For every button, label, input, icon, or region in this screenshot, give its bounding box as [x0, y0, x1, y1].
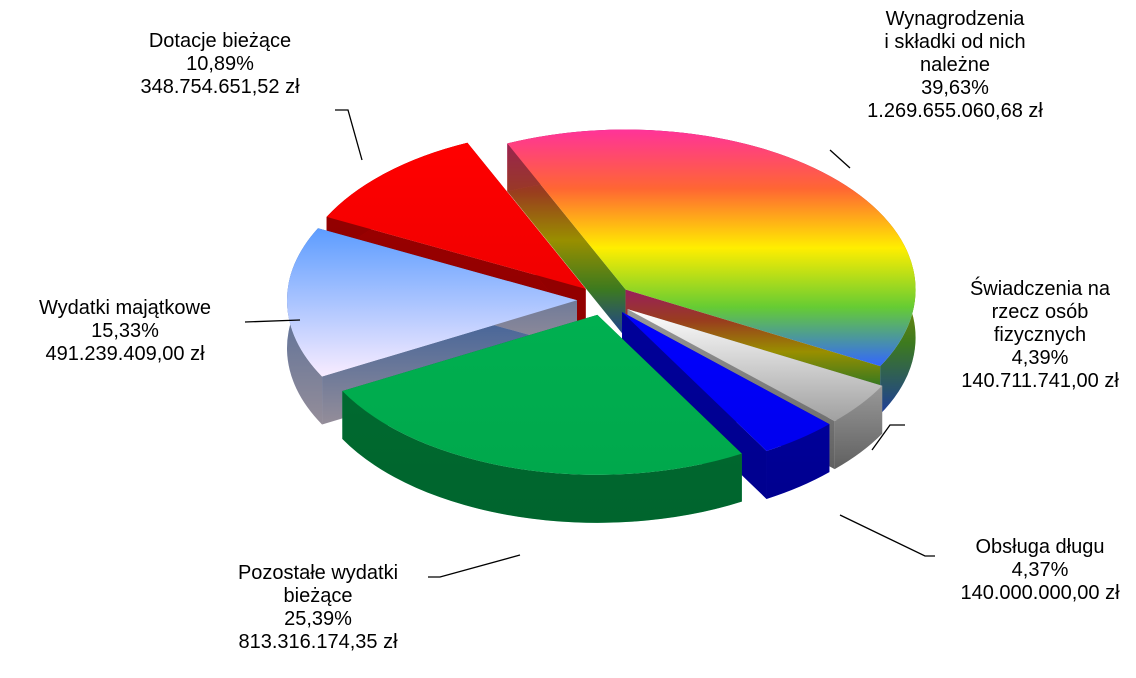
value-label: 4,39% [1011, 347, 1069, 369]
slice-shade [834, 385, 883, 470]
category-label: Pozostałe wydatki bieżące [237, 562, 399, 607]
leader-line [829, 149, 851, 169]
category-label: Wydatki majątkowe [38, 297, 212, 319]
slice-label: Pozostałe wydatki bieżące 25,39% 813.316… [203, 562, 433, 654]
amount-label: 491.239.409,00 zł [45, 343, 205, 365]
slice-side [507, 143, 626, 338]
amount-label: 813.316.174,35 zł [238, 631, 398, 653]
slice-label: Dotacje bieżące 10,89% 348.754.651,52 zł [100, 30, 340, 99]
category-label: Świadczenia na rzecz osób fizycznych [969, 278, 1111, 346]
slice-top [342, 314, 742, 475]
value-label: 39,63% [921, 77, 989, 99]
slices [287, 129, 916, 523]
slice-label: Obsługa długu 4,37% 140.000.000,00 zł [930, 536, 1136, 605]
slice-shade [507, 143, 626, 338]
slice-shade [766, 424, 830, 499]
slice-side [342, 391, 742, 523]
category-label: Obsługa długu [975, 536, 1105, 558]
slice-top [507, 129, 916, 367]
slice-label: Wydatki majątkowe 15,33% 491.239.409,00 … [0, 297, 250, 366]
slice-shade [342, 391, 742, 523]
amount-label: 1.269.655.060,68 zł [867, 100, 1043, 122]
slice-side [834, 385, 883, 470]
slice-side [766, 424, 830, 499]
slice-top [287, 228, 578, 377]
slice-label: Świadczenia na rzecz osób fizycznych 4,3… [930, 278, 1136, 393]
leader-line [428, 554, 521, 578]
amount-label: 348.754.651,52 zł [140, 76, 300, 98]
value-label: 25,39% [284, 608, 352, 630]
category-label: Dotacje bieżące [148, 30, 292, 52]
slice-top [622, 312, 830, 451]
amount-label: 140.000.000,00 zł [960, 582, 1120, 604]
slice-top [326, 142, 586, 289]
leader-line [839, 514, 935, 557]
value-label: 10,89% [186, 53, 254, 75]
slice-top [627, 309, 883, 422]
category-label: Wynagrodzenia i składki od nich należne [884, 8, 1026, 76]
leader-line [871, 424, 905, 451]
slice [342, 314, 742, 523]
value-label: 15,33% [91, 320, 159, 342]
leader-line [335, 109, 363, 161]
slice-label: Wynagrodzenia i składki od nich należne … [835, 8, 1075, 123]
leader-line [244, 319, 301, 323]
amount-label: 140.711.741,00 zł [961, 370, 1119, 392]
value-label: 4,37% [1011, 559, 1069, 581]
